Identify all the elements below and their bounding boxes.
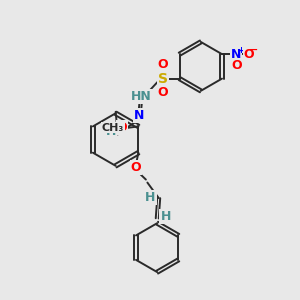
Text: HN: HN [131,90,152,103]
Text: H: H [160,210,171,224]
Text: O: O [231,59,242,72]
Text: O: O [131,160,141,173]
Text: +: + [237,46,244,55]
Text: O: O [158,86,168,100]
Text: O: O [244,48,254,61]
Text: O: O [117,122,127,134]
Text: H: H [145,191,155,204]
Text: N: N [231,48,242,61]
Text: S: S [158,72,168,86]
Text: O: O [158,58,168,71]
Text: H: H [106,125,116,138]
Text: −: − [249,45,259,55]
Text: CH₃: CH₃ [102,123,124,133]
Text: N: N [134,110,144,122]
